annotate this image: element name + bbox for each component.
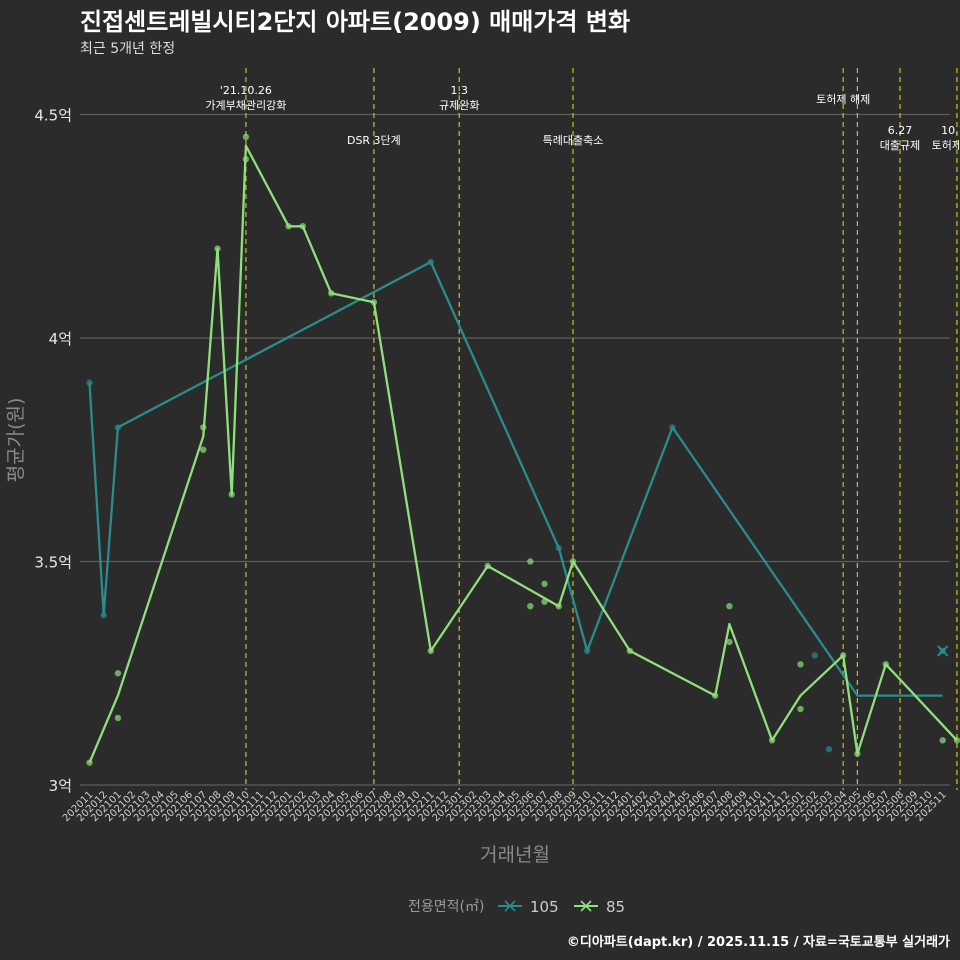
data-point-105	[86, 379, 93, 386]
data-point-85	[711, 692, 719, 699]
data-point-85	[541, 580, 548, 588]
event-label: 대출규제	[880, 139, 920, 152]
data-point-85	[200, 424, 207, 431]
data-point-85	[86, 759, 93, 766]
data-point-85	[569, 558, 577, 565]
series-line-85	[88, 144, 958, 764]
data-point-85	[541, 598, 548, 605]
data-point-85	[626, 647, 634, 655]
data-point-105	[825, 746, 833, 753]
event-label: 토허제확대	[932, 139, 960, 152]
event-label: 규제완화	[439, 99, 479, 112]
data-point-85	[527, 603, 534, 610]
event-label: 토허제 해제	[816, 92, 870, 106]
x-axis-ticks: 2020112020122021012021022021032021042021…	[61, 789, 949, 824]
data-point-85	[797, 661, 804, 668]
data-point-105	[100, 611, 107, 619]
data-point-85	[797, 705, 804, 713]
data-point-105	[114, 424, 122, 431]
data-point-85	[214, 245, 221, 252]
data-point-85	[726, 603, 733, 610]
y-axis-ticks: 3억 3.5억 4억 4.5억	[34, 107, 72, 796]
data-point-85	[939, 737, 946, 744]
legend-key-marker	[504, 900, 516, 912]
data-point-85	[768, 737, 776, 744]
price-series	[86, 133, 960, 766]
chart-subtitle: 최근 5개년 한정	[80, 41, 175, 57]
data-point-85	[200, 446, 207, 453]
x-axis-label: 거래년월	[480, 844, 550, 866]
data-point-85	[527, 558, 534, 565]
data-point-85	[228, 491, 235, 498]
data-point-85	[854, 750, 861, 757]
data-point-85	[839, 652, 847, 659]
legend: 전용면적(㎡) 105 85	[408, 898, 625, 916]
latest-point-marker	[936, 645, 949, 657]
event-label: '21.10.26	[220, 84, 272, 97]
data-point-85	[484, 562, 491, 570]
data-point-85	[242, 156, 250, 163]
event-label: 1.3	[450, 84, 468, 97]
legend-label: 85	[606, 898, 625, 916]
y-tick-label: 4.5억	[34, 107, 72, 125]
data-point-105	[584, 647, 591, 655]
event-label: 6.27	[888, 124, 913, 137]
data-point-85	[114, 714, 122, 722]
data-point-85	[299, 223, 306, 230]
y-tick-label: 4억	[49, 330, 72, 348]
data-point-85	[285, 223, 292, 230]
y-tick-label: 3억	[49, 777, 72, 795]
event-label: 특례대출축소	[543, 134, 604, 147]
y-axis-label: 평균가(원)	[5, 398, 27, 483]
y-tick-label: 3.5억	[34, 554, 72, 572]
event-label: 가계부채관리강화	[205, 99, 286, 112]
data-point-105	[811, 652, 818, 659]
data-point-85	[953, 737, 960, 744]
data-point-85	[328, 290, 335, 297]
data-point-85	[427, 647, 434, 655]
data-point-85	[555, 603, 562, 610]
data-point-85	[370, 299, 378, 306]
data-point-105	[427, 258, 434, 266]
data-point-105	[555, 544, 562, 552]
event-label: DSR 3단계	[347, 134, 401, 147]
data-point-85	[242, 133, 250, 141]
legend-label: 105	[530, 898, 559, 916]
data-point-85	[726, 638, 733, 646]
chart-title: 진접센트레빌시티2단지 아파트(2009) 매매가격 변화	[80, 8, 630, 36]
legend-title: 전용면적(㎡)	[408, 899, 484, 915]
chart-caption: ©디아파트(dapt.kr) / 2025.11.15 / 자료=국토교통부 실…	[567, 934, 950, 950]
data-point-85	[114, 670, 122, 677]
data-point-85	[882, 661, 890, 668]
series-line-105	[88, 260, 943, 697]
event-label: 10.15	[941, 124, 960, 137]
data-point-105	[669, 424, 676, 431]
legend-key-marker	[580, 900, 592, 912]
y-grid	[80, 113, 950, 786]
